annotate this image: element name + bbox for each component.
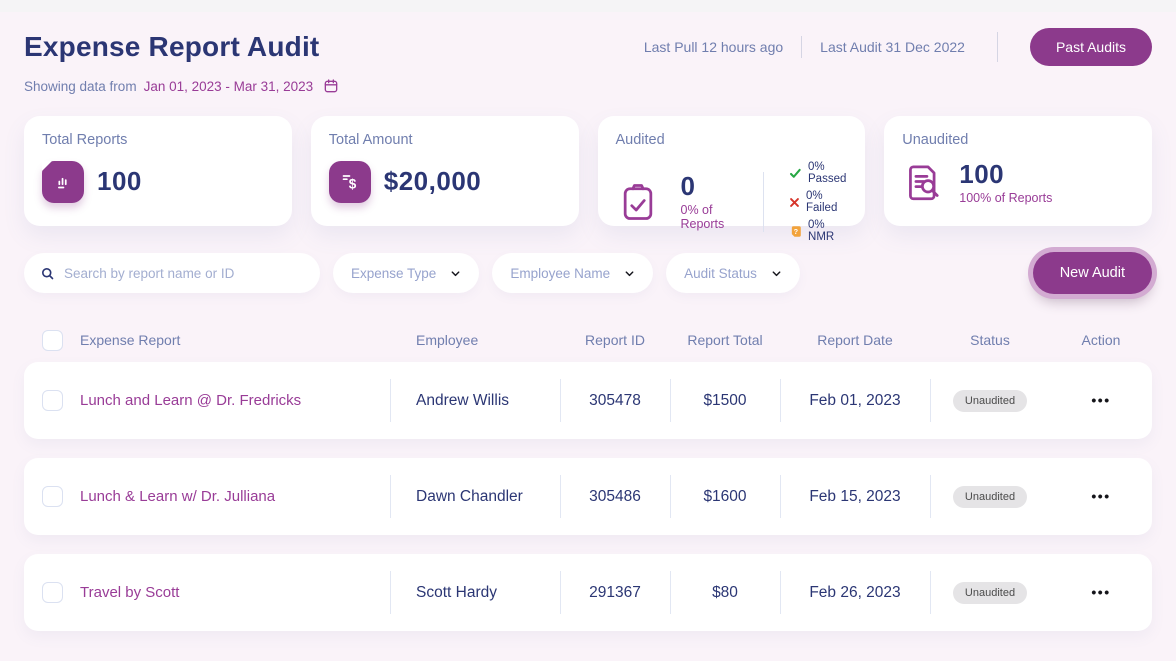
column-header-status: Status <box>970 332 1010 348</box>
calendar-icon[interactable] <box>323 78 339 94</box>
total-amount-card: Total Amount $ $20,000 <box>310 116 579 226</box>
row-checkbox[interactable] <box>41 486 63 507</box>
employee-name-dropdown[interactable]: Employee Name <box>492 253 654 293</box>
employee-cell: Andrew Willis <box>390 362 560 439</box>
audit-status-label: Audit Status <box>684 265 757 281</box>
failed-label: 0% Failed <box>806 190 838 214</box>
column-header-report-id: Report ID <box>585 332 645 348</box>
card-divider <box>763 172 765 232</box>
audited-sub: 0% of Reports <box>680 203 725 232</box>
column-header-report-date: Report Date <box>817 332 893 348</box>
status-badge: Unaudited <box>952 389 1028 412</box>
last-pull-text: Last Pull 12 hours ago <box>643 39 784 55</box>
search-input[interactable] <box>64 265 304 281</box>
report-date-cell: Feb 01, 2023 <box>780 362 930 439</box>
search-box[interactable] <box>24 253 320 293</box>
report-name-link[interactable]: Travel by Scott <box>80 583 180 601</box>
expense-report-audit-page: Expense Report Audit Last Pull 12 hours … <box>0 12 1176 631</box>
header-meta: Last Pull 12 hours ago Last Audit 31 Dec… <box>644 28 1152 66</box>
unaudited-sub: 100% of Reports <box>959 191 1053 206</box>
check-icon <box>789 167 802 180</box>
document-search-icon <box>902 161 946 205</box>
report-id-cell: 305478 <box>560 362 670 439</box>
employee-cell: Scott Hardy <box>390 554 560 631</box>
row-checkbox[interactable] <box>41 582 63 603</box>
dollar-document-icon: $ <box>328 161 371 203</box>
report-id-cell: 305486 <box>560 458 670 535</box>
date-filter-row: Showing data from Jan 01, 2023 - Mar 31,… <box>24 78 1152 94</box>
chevron-down-icon <box>450 268 461 279</box>
report-total-cell: $1600 <box>670 458 780 535</box>
nmr-label: 0% NMR <box>808 219 835 243</box>
table-row: Lunch and Learn @ Dr. Fredricks Andrew W… <box>24 362 1152 439</box>
total-reports-label: Total Reports <box>42 132 128 148</box>
svg-text:?: ? <box>794 226 799 235</box>
meta-divider <box>996 32 998 62</box>
status-badge: Unaudited <box>952 485 1028 508</box>
report-name-link[interactable]: Lunch and Learn @ Dr. Fredricks <box>80 391 302 409</box>
column-header-action: Action <box>1081 332 1121 348</box>
search-icon <box>40 266 55 281</box>
employee-name-label: Employee Name <box>510 265 611 281</box>
report-document-icon <box>42 161 84 203</box>
unaudited-label: Unaudited <box>902 132 969 148</box>
report-date-cell: Feb 26, 2023 <box>780 554 930 631</box>
page-header: Expense Report Audit Last Pull 12 hours … <box>24 28 1152 66</box>
audited-label: Audited <box>615 132 665 148</box>
past-audits-button[interactable]: Past Audits <box>1029 28 1152 66</box>
chevron-down-icon <box>624 268 635 279</box>
status-badge: Unaudited <box>952 581 1028 604</box>
passed-stat: 0% Passed <box>789 161 847 185</box>
new-audit-button[interactable]: New Audit <box>1032 252 1152 294</box>
nmr-note-icon: ? <box>789 225 802 238</box>
expense-type-dropdown[interactable]: Expense Type <box>333 253 480 293</box>
total-amount-label: Total Amount <box>328 132 413 148</box>
report-date-cell: Feb 15, 2023 <box>780 458 930 535</box>
cross-icon <box>789 197 800 208</box>
date-range[interactable]: Jan 01, 2023 - Mar 31, 2023 <box>143 78 314 94</box>
failed-stat: 0% Failed <box>789 190 847 214</box>
column-header-expense-report: Expense Report <box>80 332 181 348</box>
nmr-stat: ? 0% NMR <box>789 219 847 243</box>
svg-text:$: $ <box>348 177 356 192</box>
report-name-link[interactable]: Lunch & Learn w/ Dr. Julliana <box>80 487 276 505</box>
table-header: Expense Report Employee Report ID Report… <box>24 318 1152 362</box>
audited-breakdown: 0% Passed 0% Failed ? <box>789 161 847 243</box>
audit-status-dropdown[interactable]: Audit Status <box>666 253 800 293</box>
ellipsis-menu-icon[interactable]: ••• <box>1091 391 1111 408</box>
total-reports-value: 100 <box>97 166 142 197</box>
audited-value: 0 <box>680 170 696 201</box>
select-all-checkbox[interactable] <box>41 329 63 351</box>
row-checkbox[interactable] <box>41 390 63 411</box>
page-title: Expense Report Audit <box>24 31 320 62</box>
top-strip <box>0 0 1176 12</box>
total-reports-card: Total Reports 100 <box>24 116 292 226</box>
meta-divider <box>801 36 803 58</box>
chevron-down-icon <box>771 268 782 279</box>
unaudited-card: Unaudited 100 100% of Reports <box>884 116 1152 226</box>
column-header-report-total: Report Total <box>687 332 763 348</box>
last-audit-text: Last Audit 31 Dec 2022 <box>820 39 965 55</box>
employee-cell: Dawn Chandler <box>390 458 560 535</box>
passed-label: 0% Passed <box>808 161 847 185</box>
ellipsis-menu-icon[interactable]: ••• <box>1091 487 1111 504</box>
total-amount-value: $20,000 <box>383 166 482 197</box>
table-row: Lunch & Learn w/ Dr. Julliana Dawn Chand… <box>24 458 1152 535</box>
report-total-cell: $80 <box>670 554 780 631</box>
stats-cards: Total Reports 100 Total Amount $ <box>24 116 1152 243</box>
showing-data-label: Showing data from <box>24 78 137 94</box>
audited-card: Audited 0 0% of Reports <box>597 116 866 243</box>
clipboard-check-icon <box>616 180 660 224</box>
report-total-cell: $1500 <box>670 362 780 439</box>
expense-type-label: Expense Type <box>351 265 437 281</box>
report-id-cell: 291367 <box>560 554 670 631</box>
table-row: Travel by Scott Scott Hardy 291367 $80 F… <box>24 554 1152 631</box>
column-header-employee: Employee <box>416 332 479 348</box>
ellipsis-menu-icon[interactable]: ••• <box>1091 583 1111 600</box>
unaudited-value: 100 <box>959 159 1005 189</box>
filter-toolbar: Expense Type Employee Name Audit Status … <box>24 252 1152 294</box>
